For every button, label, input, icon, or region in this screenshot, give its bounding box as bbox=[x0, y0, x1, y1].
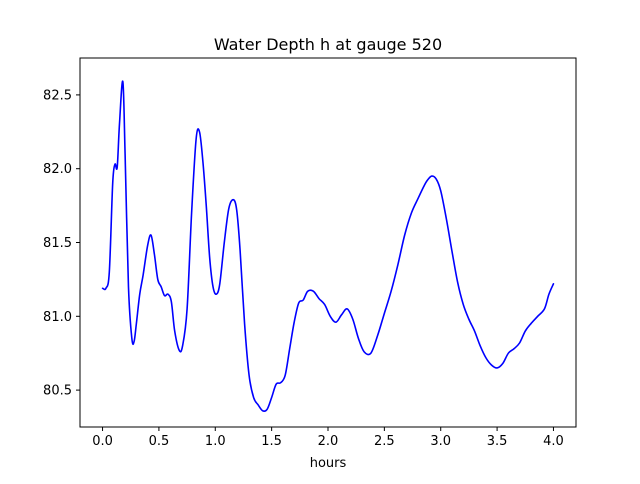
x-tick-label: 1.0 bbox=[205, 434, 226, 449]
x-tick-label: 4.0 bbox=[543, 434, 564, 449]
x-tick-label: 1.5 bbox=[261, 434, 282, 449]
x-tick-label: 0.0 bbox=[92, 434, 113, 449]
y-tick-label: 81.0 bbox=[43, 310, 72, 325]
axes-frame bbox=[79, 57, 577, 428]
chart-title: Water Depth h at gauge 520 bbox=[214, 35, 442, 54]
plot-area bbox=[101, 80, 555, 412]
x-tick-label: 3.0 bbox=[430, 434, 451, 449]
x-tick-label: 0.5 bbox=[149, 434, 170, 449]
x-axis-label: hours bbox=[310, 456, 347, 471]
y-tick-label: 81.5 bbox=[43, 236, 72, 251]
x-tick-label: 2.5 bbox=[374, 434, 395, 449]
series-line bbox=[101, 80, 555, 412]
y-tick-label: 82.5 bbox=[43, 88, 72, 103]
x-tick-label: 3.5 bbox=[487, 434, 508, 449]
axis-ticks: 0.0 0.5 1.0 1.5 2.0 2.5 3.0 3.5 4.0 80.5 81.0 81.5 8… bbox=[43, 88, 564, 449]
x-tick-label: 2.0 bbox=[318, 434, 339, 449]
y-tick-label: 80.5 bbox=[43, 384, 72, 399]
y-tick-label: 82.0 bbox=[43, 162, 72, 177]
